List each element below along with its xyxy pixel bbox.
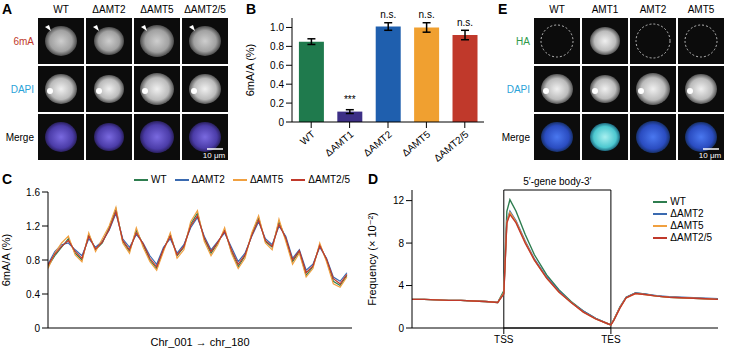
- svg-text:6mA/A (%): 6mA/A (%): [0, 234, 12, 287]
- svg-text:6mA/A (%): 6mA/A (%): [244, 44, 256, 97]
- svg-text:n.s.: n.s.: [419, 9, 435, 20]
- svg-text:ΔAMT1: ΔAMT1: [323, 128, 356, 158]
- svg-text:n.s.: n.s.: [457, 17, 473, 28]
- svg-text:AMT2: AMT2: [640, 4, 667, 15]
- html-text:WT: WT: [151, 174, 167, 185]
- svg-text:WT: WT: [549, 4, 565, 15]
- html-text:ΔAMT2/5: ΔAMT2/5: [308, 174, 350, 185]
- svg-text:0.4: 0.4: [270, 79, 284, 90]
- svg-text:***: ***: [344, 94, 356, 105]
- html-text:C: C: [2, 171, 13, 187]
- svg-text:n.s.: n.s.: [380, 9, 396, 20]
- svg-text:0.8: 0.8: [26, 255, 40, 266]
- svg-text:8: 8: [398, 238, 404, 249]
- svg-text:HA: HA: [516, 36, 530, 47]
- svg-text:0.2: 0.2: [270, 98, 284, 109]
- html-text:ΔAMT2: ΔAMT2: [670, 208, 704, 219]
- svg-text:Merge: Merge: [502, 132, 531, 143]
- svg-text:AMT5: AMT5: [688, 4, 715, 15]
- svg-text:5′-gene body-3′: 5′-gene body-3′: [523, 176, 591, 187]
- svg-text:Merge: Merge: [6, 132, 35, 143]
- html-text:ΔAMT2: ΔAMT2: [191, 174, 225, 185]
- svg-text:Frequency (× 10⁻²): Frequency (× 10⁻²): [366, 212, 378, 306]
- svg-text:WT: WT: [298, 129, 317, 147]
- svg-text:ΔAMT2/5: ΔAMT2/5: [432, 128, 471, 164]
- svg-text:ΔAMT5: ΔAMT5: [400, 128, 433, 158]
- svg-text:TSS: TSS: [494, 334, 514, 345]
- svg-text:0.6: 0.6: [270, 60, 284, 71]
- svg-text:1.6: 1.6: [26, 187, 40, 198]
- svg-text:0: 0: [34, 323, 40, 334]
- svg-text:Chr_001 → chr_180: Chr_001 → chr_180: [150, 336, 249, 348]
- svg-text:0: 0: [398, 323, 404, 334]
- svg-text:ΔAMT2: ΔAMT2: [361, 128, 394, 158]
- html-text:ΔAMT5: ΔAMT5: [670, 220, 704, 231]
- html-text:ΔAMT5: ΔAMT5: [249, 174, 284, 185]
- html-text:D: D: [368, 171, 379, 187]
- svg-text:AMT1: AMT1: [592, 4, 619, 15]
- svg-text:ΔAMT2/5: ΔAMT2/5: [184, 4, 226, 15]
- svg-text:ΔAMT5: ΔAMT5: [140, 4, 174, 15]
- html-text:B: B: [246, 1, 257, 17]
- svg-text:ΔAMT2: ΔAMT2: [92, 4, 126, 15]
- html-text:ΔAMT2/5: ΔAMT2/5: [670, 232, 712, 243]
- html-text:E: E: [498, 1, 508, 17]
- svg-text:1.2: 1.2: [26, 221, 40, 232]
- html-text:A: A: [2, 1, 13, 17]
- svg-text:10 μm: 10 μm: [699, 151, 722, 160]
- svg-text:0.4: 0.4: [26, 289, 40, 300]
- svg-text:DAPI: DAPI: [507, 84, 530, 95]
- svg-text:DAPI: DAPI: [11, 84, 34, 95]
- svg-text:0: 0: [278, 117, 284, 128]
- html-text:WT: WT: [670, 196, 686, 207]
- svg-text:10 μm: 10 μm: [203, 151, 226, 160]
- svg-text:1.0: 1.0: [270, 22, 284, 33]
- svg-text:4: 4: [398, 280, 404, 291]
- svg-text:6mA: 6mA: [13, 36, 34, 47]
- svg-text:WT: WT: [53, 4, 69, 15]
- svg-text:TES: TES: [601, 334, 621, 345]
- svg-text:0.8: 0.8: [270, 41, 284, 52]
- svg-text:12: 12: [393, 195, 405, 206]
